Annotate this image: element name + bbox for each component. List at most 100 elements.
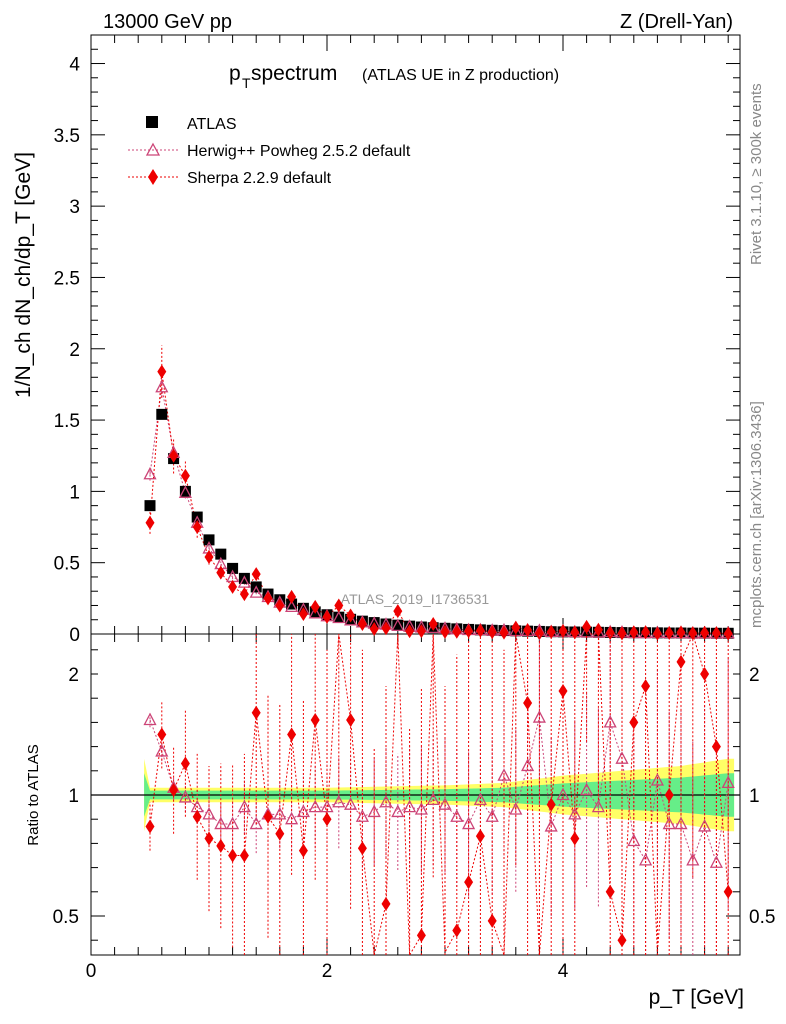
x-tick-label: 2 <box>322 961 333 982</box>
herwig-point <box>344 612 358 626</box>
ratio-herwig-point <box>450 809 464 822</box>
ratio-herwig-point <box>355 809 369 822</box>
ratio-herwig-point <box>603 714 617 728</box>
sherpa-point <box>711 626 721 641</box>
ratio-sherpa-point <box>216 838 226 853</box>
sherpa-point <box>287 589 297 604</box>
legend-label-sherpa: Sherpa 2.2.9 default <box>187 170 332 187</box>
ratio-sherpa-point <box>145 819 155 834</box>
main-ytick-label: 4 <box>69 55 80 76</box>
ratio-herwig-point <box>178 790 192 803</box>
ratio-herwig-point <box>237 799 251 813</box>
legend-label-atlas: ATLAS <box>187 116 237 133</box>
ratio-sherpa-point <box>700 667 710 681</box>
ratio-herwig-point <box>473 792 487 805</box>
sherpa-point <box>499 625 509 640</box>
ratio-sherpa-point <box>487 913 497 928</box>
sherpa-point <box>405 624 415 639</box>
sherpa-point <box>157 364 167 379</box>
ratio-herwig-point <box>344 797 358 810</box>
ratio-ytick-label-left: 0.5 <box>53 907 79 928</box>
x-axis-label: p_T [GeV] <box>649 986 744 1009</box>
legend-marker-sherpa <box>148 169 158 185</box>
herwig-point <box>426 620 440 634</box>
header-right: Z (Drell-Yan) <box>620 11 733 33</box>
main-ytick-label: 0.5 <box>54 554 80 575</box>
ratio-herwig-point <box>532 710 546 723</box>
sherpa-point <box>723 626 733 641</box>
ratio-herwig-point <box>332 794 346 808</box>
ratio-herwig-point <box>403 799 417 813</box>
ratio-herwig-point <box>580 782 594 796</box>
ratio-sherpa-point <box>192 809 202 824</box>
sherpa-point <box>216 565 226 580</box>
ratio-herwig-point <box>379 794 393 808</box>
ratio-herwig-point <box>414 802 428 815</box>
sherpa-point <box>239 587 249 602</box>
ratio-herwig-point <box>462 816 476 830</box>
ratio-series-line <box>149 632 729 957</box>
ratio-sherpa-point <box>157 727 167 742</box>
sherpa-point <box>605 626 615 641</box>
sherpa-point <box>428 617 438 632</box>
analysis-watermark: ATLAS_2019_I1736531 <box>341 591 490 607</box>
x-tick-label: 0 <box>86 961 97 982</box>
sherpa-point <box>251 567 261 582</box>
ratio-sherpa-point <box>275 826 285 841</box>
ratio-herwig-point <box>615 751 629 764</box>
main-y-ticks <box>91 34 740 635</box>
ratio-sherpa-point <box>475 829 485 844</box>
sherpa-point <box>228 579 238 594</box>
ratio-herwig-point <box>698 819 712 832</box>
sherpa-point <box>511 620 521 635</box>
main-ytick-label: 3.5 <box>54 126 80 147</box>
main-ytick-label: 1 <box>69 482 80 503</box>
atlas-point <box>392 619 404 631</box>
herwig-point <box>155 379 169 393</box>
sherpa-point <box>275 598 285 613</box>
ratio-ytick-label-right: 0.5 <box>749 907 775 928</box>
ratio-herwig-point <box>650 773 664 786</box>
ratio-sherpa-point <box>711 739 721 754</box>
atlas-point <box>227 562 239 574</box>
ratio-sherpa-point <box>322 812 332 827</box>
atlas-point <box>144 500 156 512</box>
sherpa-point <box>487 625 497 640</box>
title-sub: T <box>242 75 251 91</box>
ratio-herwig-point <box>249 816 263 830</box>
ratio-sherpa-point <box>523 696 533 711</box>
ratio-herwig-point <box>721 775 735 789</box>
title-rest: spectrum <box>251 62 337 85</box>
ratio-herwig-point <box>155 744 169 757</box>
sherpa-point <box>676 625 686 640</box>
ratio-herwig-point <box>497 768 511 781</box>
sherpa-point <box>393 604 403 619</box>
ratio-herwig-point <box>143 712 157 726</box>
main-ytick-label: 2 <box>69 340 80 361</box>
main-ytick-label: 0 <box>69 625 80 646</box>
ratio-sherpa-point <box>381 896 391 911</box>
x-tick-labels: 0 2 4 <box>86 961 569 982</box>
sherpa-point <box>582 619 592 634</box>
ratio-herwig-point <box>202 806 216 820</box>
ratio-ytick-label-right: 1 <box>749 786 760 807</box>
mcplots-text: mcplots.cern.ch [arXiv:1306.3436] <box>748 401 765 628</box>
ratio-ytick-label-left: 2 <box>68 665 79 686</box>
ratio-data-layer <box>143 632 735 957</box>
ratio-herwig-point <box>367 804 381 818</box>
main-y-axis-label: 1/N_ch dN_ch/dp_T [GeV] <box>12 152 35 398</box>
atlas-point <box>238 572 250 584</box>
ratio-herwig-point <box>709 855 723 868</box>
sherpa-point <box>641 625 651 640</box>
ratio-herwig-point <box>296 804 310 818</box>
herwig-point <box>249 585 263 598</box>
sherpa-point <box>416 624 426 639</box>
atlas-point <box>215 548 227 560</box>
ratio-sherpa-point <box>617 933 627 948</box>
ratio-herwig-point <box>591 799 605 813</box>
ratio-y-tick-labels: 0.5 1 2 0.5 1 2 <box>53 665 776 928</box>
sherpa-point <box>169 448 179 463</box>
sherpa-point <box>523 623 533 638</box>
ratio-sherpa-point <box>664 788 674 802</box>
